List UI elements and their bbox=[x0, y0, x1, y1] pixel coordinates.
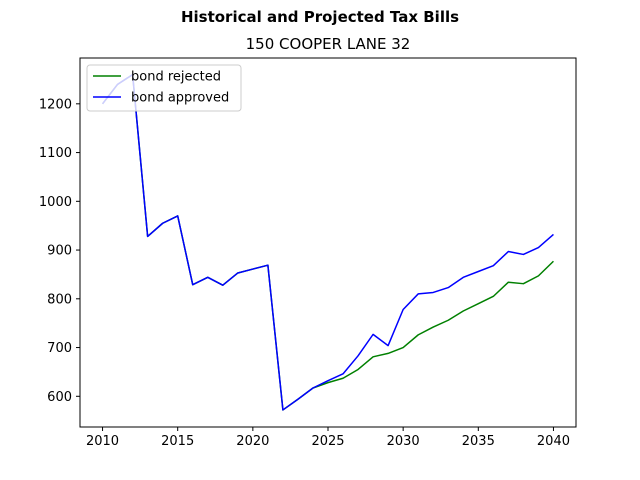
series-line-bond-rejected bbox=[101, 73, 554, 411]
y-tick-label: 800 bbox=[47, 292, 72, 307]
y-tick-label: 700 bbox=[47, 341, 72, 356]
y-tick-label: 900 bbox=[47, 244, 72, 259]
x-tick-label: 2030 bbox=[387, 434, 420, 449]
chart-title: 150 COOPER LANE 32 bbox=[246, 35, 411, 53]
y-tick-label: 600 bbox=[47, 390, 72, 405]
x-tick-label: 2025 bbox=[311, 434, 344, 449]
plot-area: 2010 2015 2020 2025 2030 2035 2040 600 700 800 90… bbox=[39, 57, 577, 449]
y-tick-label: 1000 bbox=[39, 195, 72, 210]
series-line-bond-approved bbox=[101, 73, 554, 411]
x-tick-label: 2010 bbox=[86, 434, 119, 449]
x-tick-label: 2020 bbox=[236, 434, 269, 449]
axes-frame bbox=[79, 57, 577, 428]
x-axis: 2010 2015 2020 2025 2030 2035 2040 bbox=[86, 427, 570, 449]
legend-box bbox=[86, 64, 242, 112]
y-tick-label: 1200 bbox=[39, 97, 72, 112]
legend-label-bond-approved: bond approved bbox=[131, 91, 229, 106]
chart-suptitle: Historical and Projected Tax Bills bbox=[181, 8, 459, 26]
x-tick-label: 2040 bbox=[537, 434, 570, 449]
y-axis: 600 700 800 900 1000 1100 1200 bbox=[39, 97, 80, 405]
series-layer bbox=[101, 73, 554, 411]
legend: bond rejected bond approved bbox=[86, 64, 242, 112]
y-tick-label: 1100 bbox=[39, 146, 72, 161]
x-tick-label: 2015 bbox=[161, 434, 194, 449]
legend-label-bond-rejected: bond rejected bbox=[131, 70, 221, 85]
x-tick-label: 2035 bbox=[462, 434, 495, 449]
